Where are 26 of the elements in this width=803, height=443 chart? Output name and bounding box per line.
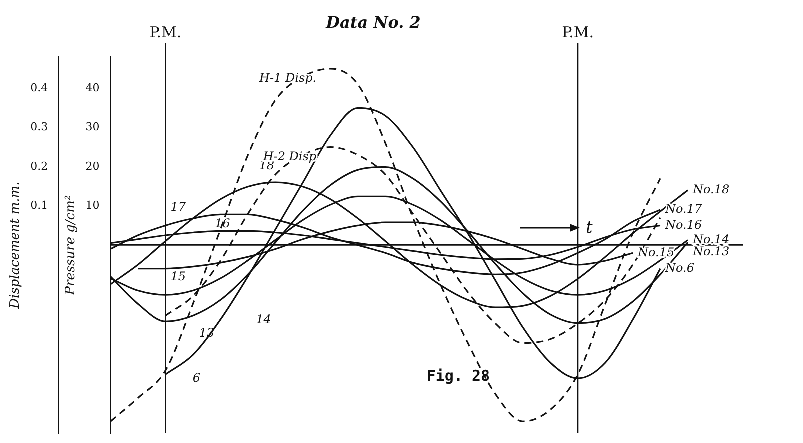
annotation: 16 (215, 216, 231, 231)
annotation: 17 (170, 200, 186, 214)
series-label: No.18 (692, 182, 730, 197)
series-label: No.17 (664, 202, 702, 216)
series-label: No.16 (664, 218, 702, 232)
series-label: No.6 (664, 260, 695, 275)
annotation: 14 (256, 312, 272, 327)
y-axis-title: Pressure g/cm² (63, 195, 78, 296)
chart-title: Data No. 2 (325, 12, 421, 32)
series-label: H-1 Disp. (258, 71, 317, 86)
y2-tick-label: 0.3 (30, 120, 48, 134)
text: P.M. (150, 24, 182, 42)
y-tick-label: 30 (86, 120, 100, 134)
y2-axis-title: Displacement m.m. (8, 182, 24, 310)
y2-tick-label: 0.4 (30, 81, 48, 94)
series-label: No.13 (692, 244, 730, 258)
annotation: 15 (170, 269, 186, 284)
y-tick-label: 20 (86, 160, 100, 173)
y-tick-label: 40 (86, 81, 100, 94)
x-axis-title: t (586, 218, 593, 238)
text: P.M. (562, 24, 594, 42)
series-label: No.14 (692, 232, 730, 246)
y2-tick-label: 0.1 (30, 198, 48, 212)
y2-tick-label: 0.2 (30, 160, 48, 173)
annotation: 6 (192, 370, 201, 385)
y-tick-label: 10 (86, 198, 100, 212)
